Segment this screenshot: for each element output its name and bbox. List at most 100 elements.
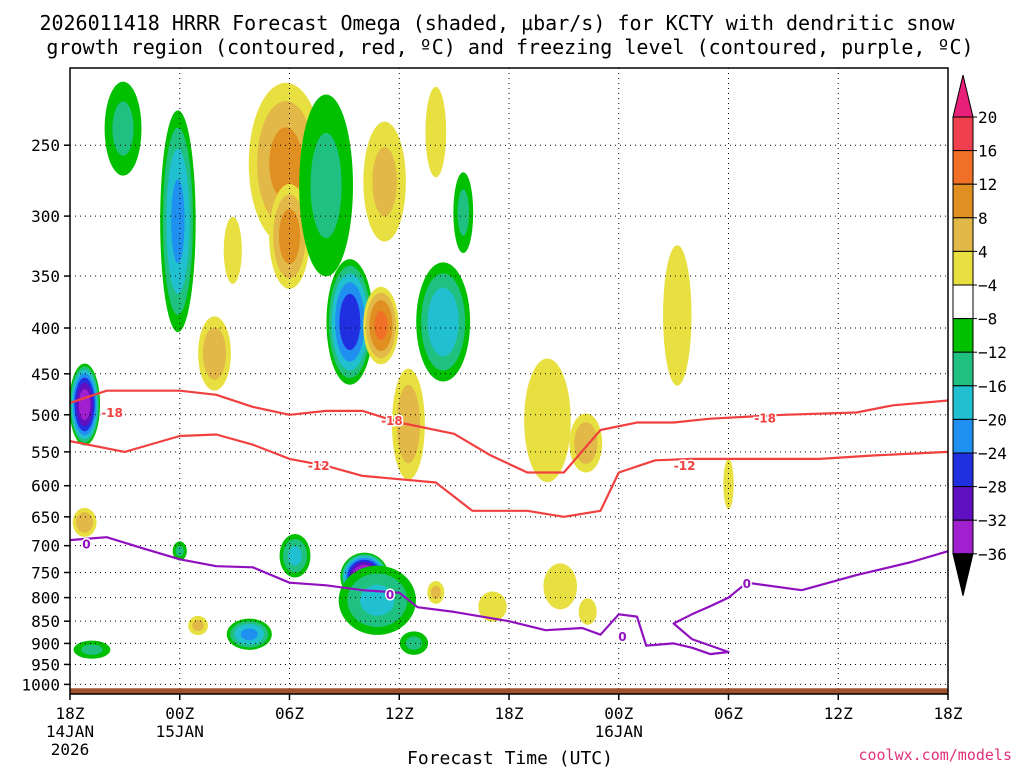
colorbar-tick-label: 16 (978, 142, 997, 161)
x-tick-sublabel: 2026 (51, 740, 90, 759)
x-tick-label: 00Z (604, 704, 633, 723)
colorbar-swatch (952, 150, 974, 185)
x-tick-label: 18Z (934, 704, 963, 723)
x-tick-label: 12Z (385, 704, 414, 723)
omega-blob (326, 259, 374, 385)
y-tick-label: 950 (31, 655, 60, 674)
colorbar-swatch (952, 116, 974, 152)
x-tick-sublabel: 14JAN (46, 722, 94, 741)
y-tick-label: 550 (31, 443, 60, 462)
colorbar-swatch (952, 284, 974, 320)
omega-blob (160, 110, 196, 333)
x-tick-label: 06Z (275, 704, 304, 723)
y-axis: 250 300 350 400 450 500 550 600 650 700 750 800 850 9… (21, 136, 70, 694)
colorbar-swatch (952, 519, 974, 555)
dgz-contour-label: -18 (101, 406, 123, 420)
omega-blob (363, 286, 399, 365)
omega-band (269, 127, 303, 200)
y-tick-label: 450 (31, 365, 60, 384)
omega-blob (453, 172, 474, 254)
omega-blob (188, 615, 208, 636)
contour-lines (70, 389, 948, 656)
omega-blob (723, 458, 734, 510)
dgz-contour (70, 433, 948, 518)
colorbar-tick-label: −4 (978, 276, 997, 295)
y-tick-label: 400 (31, 319, 60, 338)
freezing-level-contour-label: 0 (618, 630, 626, 644)
colorbar-top-triangle (952, 74, 974, 118)
terrain (70, 688, 948, 694)
freezing-level-contour-label: 0 (743, 577, 751, 591)
omega-band (405, 636, 423, 650)
y-tick-label: 1000 (21, 675, 60, 694)
dgz-contour-label: -18 (754, 412, 776, 426)
omega-blob (104, 81, 142, 176)
omega-band (175, 545, 184, 557)
omega-blob (416, 262, 471, 382)
y-tick-label: 800 (31, 589, 60, 608)
plot-frame (69, 67, 949, 695)
colorbar-tick-label: −28 (978, 478, 1007, 497)
omega-blob (198, 316, 231, 391)
omega-band (339, 293, 361, 351)
colorbar-swatch (952, 418, 974, 454)
y-tick-label: 500 (31, 406, 60, 425)
omega-band (425, 86, 447, 178)
credit-text: coolwx.com/models (858, 746, 1012, 764)
x-tick-label: 06Z (714, 704, 743, 723)
y-tick-label: 250 (31, 136, 60, 155)
omega-blob (279, 534, 311, 578)
omega-blob (299, 94, 354, 277)
x-tick-sublabel: 15JAN (156, 722, 204, 741)
omega-band (288, 546, 302, 566)
omega-blob (425, 86, 447, 178)
colorbar-tick-label: −20 (978, 410, 1007, 429)
omega-band (223, 216, 242, 284)
omega-blob (663, 245, 692, 386)
y-tick-label: 700 (31, 537, 60, 556)
y-tick-label: 850 (31, 612, 60, 631)
colorbar-swatch (952, 250, 974, 286)
dgz-contour-label: -12 (674, 459, 696, 473)
colorbar-tick-label: 8 (978, 209, 988, 228)
freezing-level-contour-label: 0 (82, 538, 90, 552)
omega-band (81, 644, 103, 655)
chart-title-line-1: 2026011418 HRRR Forecast Omega (shaded, … (39, 11, 955, 35)
omega-blob (226, 618, 272, 650)
omega-blob (399, 631, 429, 655)
y-tick-label: 350 (31, 267, 60, 286)
colorbar-tick-label: 20 (978, 108, 997, 127)
omega-band (478, 591, 507, 622)
colorbar-tick-label: −12 (978, 343, 1007, 362)
omega-blob (427, 580, 445, 604)
colorbar: 20 16 12 8 4 −4 −8 −12 −16 −20 −24 −28 −32 −36 (952, 74, 1007, 596)
colorbar-tick-label: −32 (978, 511, 1007, 530)
omega-blob (543, 563, 578, 610)
omega-blob (338, 565, 416, 635)
colorbar-swatch (952, 318, 974, 353)
colorbar-swatch (952, 351, 974, 387)
omega-blob (569, 413, 603, 473)
colorbar-tick-label: −24 (978, 444, 1007, 463)
dgz-contour-label: -12 (308, 459, 330, 473)
colorbar-tick-label: 12 (978, 175, 997, 194)
omega-band (524, 358, 571, 483)
omega-blob (578, 598, 597, 625)
omega-blob (478, 591, 507, 622)
omega-band (457, 189, 469, 236)
omega-blob (363, 121, 406, 242)
colorbar-tick-label: −8 (978, 310, 997, 329)
colorbar-swatch (952, 217, 974, 252)
omega-band (427, 287, 459, 357)
colorbar-tick-label: 4 (978, 242, 988, 261)
omega-band (240, 628, 258, 641)
omega-blob (223, 216, 242, 284)
dgz-contour (70, 389, 948, 474)
omega-blob (72, 507, 97, 537)
colorbar-swatch (952, 385, 974, 420)
colorbar-swatch (952, 486, 974, 521)
colorbar-tick-label: −36 (978, 545, 1007, 564)
omega-band (171, 179, 185, 264)
omega-band (663, 245, 692, 386)
